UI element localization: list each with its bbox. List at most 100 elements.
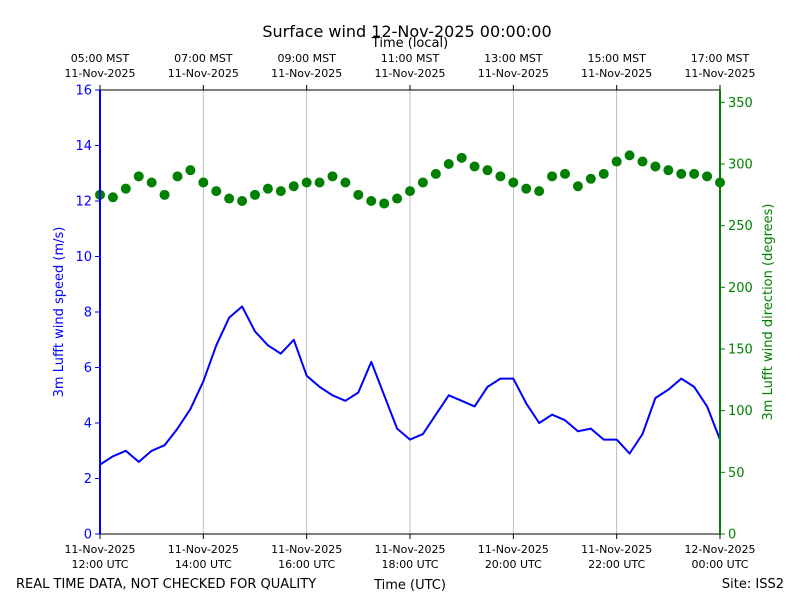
speed-point bbox=[396, 427, 398, 430]
bottom-tick-time: 00:00 UTC bbox=[691, 558, 748, 571]
direction-point bbox=[405, 186, 415, 197]
direction-point bbox=[663, 165, 674, 176]
direction-point bbox=[650, 161, 661, 172]
direction-point bbox=[340, 177, 351, 188]
direction-point bbox=[353, 189, 364, 200]
speed-point bbox=[434, 413, 437, 416]
left-tick-label: 14 bbox=[75, 139, 92, 154]
speed-point bbox=[305, 374, 308, 377]
speed-point bbox=[189, 408, 192, 411]
direction-point bbox=[611, 156, 622, 167]
left-tick-label: 4 bbox=[84, 417, 92, 432]
direction-point bbox=[495, 171, 506, 182]
left-tick-label: 10 bbox=[75, 250, 92, 265]
direction-point bbox=[560, 168, 570, 179]
top-tick-time: 17:00 MST bbox=[691, 52, 750, 65]
speed-point bbox=[150, 449, 153, 452]
speed-point bbox=[628, 452, 631, 455]
speed-point bbox=[163, 444, 166, 447]
direction-point bbox=[379, 198, 390, 209]
speed-point bbox=[279, 352, 282, 355]
top-tick-date: 11-Nov-2025 bbox=[581, 67, 652, 80]
top-axis-label: Time (local) bbox=[371, 36, 448, 51]
speed-point bbox=[589, 427, 592, 430]
bottom-tick-time: 16:00 UTC bbox=[278, 558, 335, 571]
speed-point bbox=[551, 413, 553, 416]
direction-point bbox=[301, 177, 312, 188]
bottom-tick-date: 12-Nov-2025 bbox=[684, 543, 755, 556]
speed-point bbox=[331, 394, 334, 397]
right-tick-label: 150 bbox=[728, 343, 753, 358]
speed-point bbox=[538, 422, 541, 424]
direction-point bbox=[624, 150, 635, 161]
top-tick-time: 07:00 MST bbox=[174, 52, 233, 65]
direction-series bbox=[95, 150, 725, 209]
chart-title: Surface wind 12-Nov-2025 00:00:00 bbox=[262, 22, 551, 41]
top-tick-date: 11-Nov-2025 bbox=[478, 67, 549, 80]
speed-point bbox=[447, 394, 450, 397]
speed-point bbox=[137, 460, 140, 463]
direction-point bbox=[392, 193, 403, 204]
speed-point bbox=[693, 386, 696, 388]
bottom-tick-date: 11-Nov-2025 bbox=[168, 543, 239, 556]
top-tick-time: 05:00 MST bbox=[71, 52, 130, 65]
left-tick-label: 16 bbox=[75, 84, 92, 99]
direction-point bbox=[598, 168, 609, 179]
direction-point bbox=[172, 171, 183, 182]
right-axis-ticks: 0 50 100 150 200 250 300 350 bbox=[720, 96, 753, 543]
speed-point bbox=[112, 455, 114, 458]
left-tick-label: 12 bbox=[75, 195, 92, 210]
speed-point bbox=[680, 377, 683, 380]
direction-point bbox=[443, 159, 454, 169]
left-tick-label: 2 bbox=[84, 472, 92, 487]
speed-point bbox=[564, 419, 566, 422]
direction-point bbox=[482, 165, 493, 176]
direction-point bbox=[250, 189, 260, 200]
right-tick-label: 300 bbox=[728, 158, 753, 173]
site-label: Site: ISS2 bbox=[722, 577, 784, 592]
left-axis-label: 3m Lufft wind speed (m/s) bbox=[52, 227, 67, 398]
speed-point bbox=[383, 394, 386, 397]
speed-point bbox=[228, 316, 231, 319]
bottom-tick-date: 11-Nov-2025 bbox=[64, 543, 135, 556]
right-axis-label: 3m Lufft wind direction (degrees) bbox=[761, 204, 776, 421]
direction-point bbox=[585, 173, 596, 184]
speed-point bbox=[344, 399, 347, 402]
top-tick-date: 11-Nov-2025 bbox=[684, 67, 755, 80]
direction-point bbox=[146, 177, 157, 188]
direction-point bbox=[456, 152, 467, 163]
direction-point bbox=[534, 186, 545, 197]
speed-point bbox=[512, 377, 515, 380]
direction-point bbox=[185, 165, 196, 176]
speed-point bbox=[615, 438, 618, 441]
direction-point bbox=[107, 192, 118, 203]
speed-point bbox=[215, 344, 218, 347]
vertical-grid bbox=[202, 90, 618, 534]
speed-series bbox=[99, 305, 721, 466]
speed-point bbox=[602, 438, 605, 441]
direction-point bbox=[469, 161, 480, 172]
direction-point bbox=[237, 196, 248, 206]
top-tick-time: 09:00 MST bbox=[277, 52, 336, 65]
speed-point bbox=[292, 338, 295, 341]
bottom-tick-date: 11-Nov-2025 bbox=[374, 543, 445, 556]
speed-point bbox=[499, 377, 502, 380]
direction-point bbox=[159, 189, 170, 200]
speed-point bbox=[641, 433, 644, 435]
speed-point bbox=[241, 305, 243, 308]
speed-point bbox=[318, 386, 321, 388]
direction-point bbox=[288, 181, 299, 192]
direction-point bbox=[572, 181, 583, 192]
speed-point bbox=[202, 380, 205, 383]
direction-point bbox=[262, 183, 273, 194]
speed-point bbox=[409, 438, 411, 441]
speed-point bbox=[667, 388, 670, 391]
right-tick-label: 50 bbox=[728, 466, 745, 481]
bottom-tick-date: 11-Nov-2025 bbox=[271, 543, 342, 556]
direction-point bbox=[547, 171, 558, 182]
speed-point bbox=[577, 430, 579, 433]
direction-point bbox=[702, 171, 713, 182]
direction-point bbox=[314, 177, 325, 188]
top-axis-ticks: 05:00 MST 11-Nov-2025 07:00 MST 11-Nov-2025… bbox=[64, 52, 756, 90]
right-tick-label: 100 bbox=[728, 404, 753, 419]
